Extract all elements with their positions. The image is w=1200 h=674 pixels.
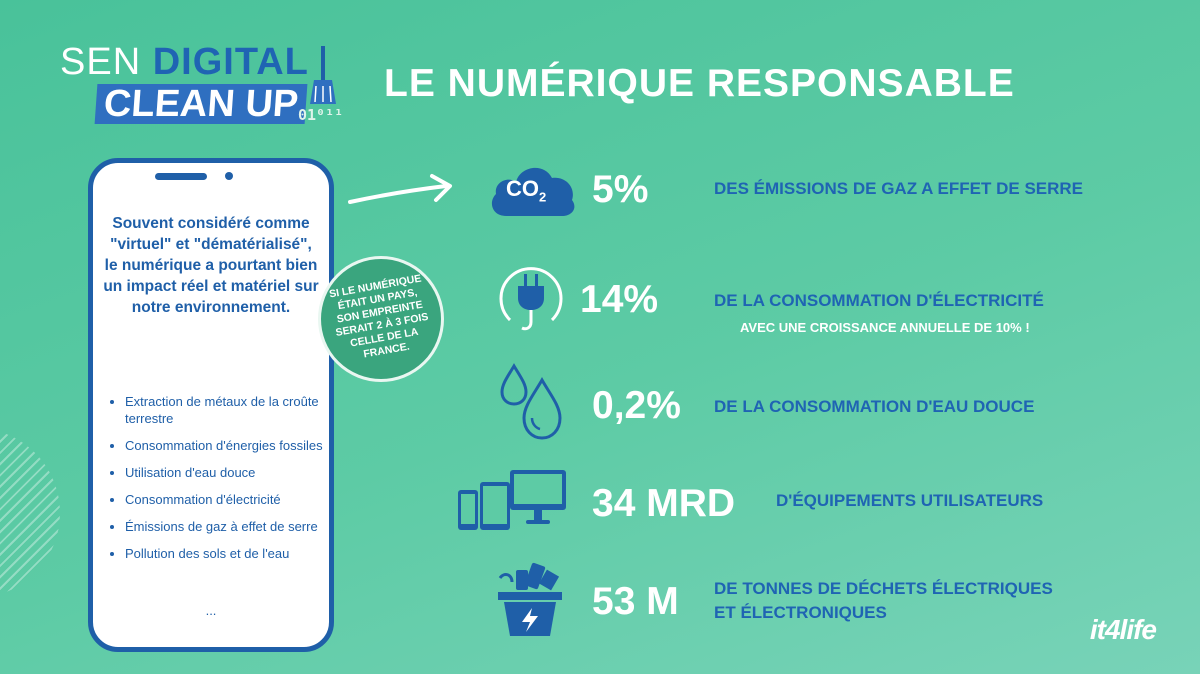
stat-value-ewaste: 53 M [592, 580, 679, 623]
stat-desc-ewaste-line1: DE TONNES DE DÉCHETS ÉLECTRIQUES [714, 579, 1053, 598]
stat-desc-devices: D'ÉQUIPEMENTS UTILISATEURS [776, 491, 1044, 510]
stat-sub-electricity-growth: AVEC UNE CROISSANCE ANNUELLE DE 10% ! [740, 320, 1030, 335]
arrow-right-icon [348, 174, 452, 204]
phone-camera [225, 172, 233, 180]
stat-value-devices: 34 MRD [592, 482, 736, 525]
sen-digital-clean-up-logo: SEN DIGITAL CLEAN UP 01⁰¹¹ [60, 40, 360, 130]
stat-desc-water: DE LA CONSOMMATION D'EAU DOUCE [714, 397, 1035, 416]
impact-list: Extraction de métaux de la croûte terres… [107, 393, 341, 572]
logo-digital: DIGITAL [152, 41, 309, 83]
devices-icon [458, 470, 566, 530]
phone-lead-text: Souvent considéré comme "virtuel" et "dé… [103, 215, 319, 316]
list-item: Pollution des sols et de l'eau [125, 545, 341, 562]
stat-desc-emissions: DES ÉMISSIONS DE GAZ A EFFET DE SERRE [714, 179, 1084, 198]
stat-desc-electricity: DE LA CONSOMMATION D'ÉLECTRICITÉ [714, 291, 1044, 310]
it4life-logo: it4life [1089, 614, 1157, 645]
list-item: Utilisation d'eau douce [125, 464, 341, 481]
country-comparison-badge: SI LE NUMÉRIQUE ÉTAIT UN PAYS, SON EMPRE… [318, 256, 444, 382]
phone-card: Souvent considéré comme "virtuel" et "dé… [88, 158, 334, 652]
list-item: Extraction de métaux de la croûte terres… [125, 393, 341, 427]
phone-speaker [155, 173, 207, 180]
decorative-stripes [0, 428, 60, 598]
logo-clean-up: CLEAN UP [94, 83, 308, 125]
list-item: Consommation d'électricité [125, 491, 341, 508]
co2-label: CO [506, 176, 539, 201]
co2-subscript: 2 [539, 189, 547, 205]
water-drops-icon [500, 363, 562, 440]
broom-icon [310, 46, 336, 104]
list-ellipsis: ... [205, 603, 217, 618]
stat-desc-ewaste-line2: ET ÉLECTRONIQUES [714, 603, 887, 622]
list-item: Émissions de gaz à effet de serre [125, 518, 341, 535]
plug-icon [499, 267, 563, 331]
stat-value-water: 0,2% [592, 384, 681, 427]
co2-cloud-icon [491, 167, 575, 216]
ewaste-bin-icon [498, 562, 562, 636]
badge-text: SI LE NUMÉRIQUE ÉTAIT UN PAYS, SON EMPRE… [328, 272, 430, 361]
page-title: LE NUMÉRIQUE RESPONSABLE [384, 62, 1015, 105]
stat-value-emissions: 5% [592, 168, 649, 211]
logo-sen: SEN [60, 41, 142, 83]
stat-value-electricity: 14% [580, 278, 659, 321]
logo-binary-digits: 01⁰¹¹ [298, 106, 344, 124]
list-item: Consommation d'énergies fossiles [125, 437, 341, 454]
